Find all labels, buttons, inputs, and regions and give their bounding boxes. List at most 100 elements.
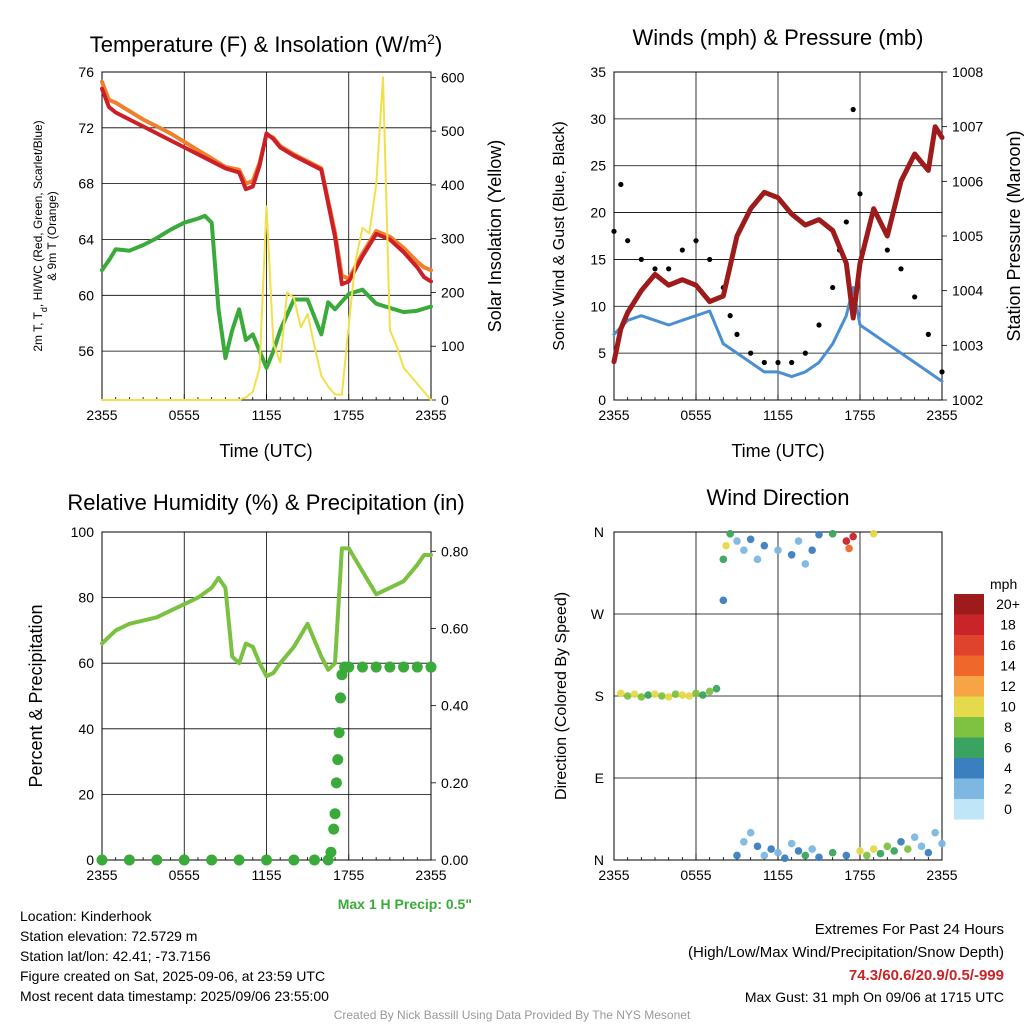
temp-ytick-right-label: 100 (441, 338, 465, 354)
wdir-point (883, 842, 892, 851)
wdir-point (787, 839, 796, 848)
wdir-point (876, 849, 885, 858)
winds-xlabel: Time (UTC) (731, 441, 824, 461)
winds-panel: Winds (mph) & Pressure (mb) 2355 0555 1155… (551, 25, 1024, 461)
winds-ytick-label: 0 (598, 392, 606, 408)
temp-ylabel-right: Solar Insolation (Yellow) (485, 140, 505, 332)
wdir-point (801, 851, 810, 860)
gust-point (884, 247, 890, 253)
temp-series (100, 76, 433, 401)
winds-xtick-label: 2355 (926, 407, 957, 423)
rh-series (96, 546, 437, 866)
winds-grid (613, 71, 943, 401)
rh-xtick-label: 1755 (333, 867, 364, 883)
temp-ytick-label: 76 (78, 64, 94, 80)
colorbar-title: mph (990, 576, 1017, 592)
winds-series-line (612, 286, 944, 383)
figure-created: Figure created on Sat, 2025-09-06, at 23… (20, 968, 326, 984)
rh-axes: 2355 0555 1155 1755 23550204060801000.000.20… (71, 524, 469, 883)
rh-series-line (100, 546, 433, 679)
wdir-point (740, 546, 748, 555)
gust-point (816, 322, 822, 328)
wdir-point (842, 537, 851, 545)
wdir-xtick-label: 0555 (680, 867, 711, 883)
wdir-point (746, 828, 755, 837)
gust-point (843, 219, 849, 225)
wdir-point (815, 530, 823, 539)
wdir-point (910, 833, 919, 842)
winds-ytick-label: 30 (590, 111, 606, 127)
winds-xtick-label: 0555 (680, 407, 711, 423)
wdir-point (794, 847, 803, 855)
rh-ytick-label: 100 (71, 524, 95, 540)
winds-ytick-right-label: 1005 (952, 228, 983, 244)
colorbar-swatch (954, 758, 984, 779)
wdir-ytick-label: N (594, 852, 604, 868)
temp-ytick-right-label: 600 (441, 69, 465, 85)
precip-point (356, 661, 368, 673)
colorbar-label: 20+ (996, 596, 1020, 612)
rh-ytick-label: 60 (78, 655, 94, 671)
wdir-point (644, 691, 652, 699)
wdir-point (658, 692, 666, 700)
temp-series-line (101, 76, 432, 401)
precip-point (384, 661, 396, 673)
extremes-subtitle: (High/Low/Max Wind/Precipitation/Snow De… (688, 944, 1004, 961)
wdir-point (692, 689, 700, 698)
credit-line: Created By Nick Bassill Using Data Provi… (334, 1008, 691, 1022)
precip-point (333, 727, 345, 739)
temp-series-line (100, 213, 433, 370)
colorbar-label: 12 (1000, 678, 1016, 694)
temp-xlabel: Time (UTC) (219, 441, 312, 461)
wdir-point (774, 546, 782, 555)
wdir-point (828, 848, 837, 857)
colorbar-swatch (954, 614, 984, 635)
rh-xtick-label: 2355 (86, 867, 117, 883)
rh-ytick-label: 40 (78, 721, 94, 737)
temp-ytick-label: 68 (78, 176, 94, 192)
wdir-point (815, 853, 823, 862)
winds-ytick-right-label: 1006 (952, 173, 983, 189)
temp-axes: 2355 0555 1155 1755 2355 56 60 64 68 72 76 0 100 200 3… (78, 64, 464, 423)
gust-point (625, 238, 631, 244)
extremes-title: Extremes For Past 24 Hours (815, 921, 1004, 938)
precip-point (151, 854, 163, 866)
wdir-point (904, 845, 912, 853)
winds-ytick-right-label: 1002 (952, 392, 983, 408)
rh-ytick-right-label: 0.60 (441, 620, 468, 636)
gust-point (802, 350, 808, 356)
wdir-point (938, 839, 946, 848)
precip-point (370, 661, 382, 673)
extremes-block: Extremes For Past 24 Hours (High/Low/Max… (688, 921, 1004, 1005)
wdir-point (787, 550, 796, 559)
winds-ylabel-left: Sonic Wind & Gust (Blue, Black) (551, 121, 568, 350)
wdir-point (651, 690, 659, 698)
wdir-point (685, 692, 693, 700)
temp-ytick-right-label: 500 (441, 123, 465, 139)
wdir-ytick-label: N (594, 524, 604, 540)
wdir-point (794, 537, 803, 545)
max-gust: Max Gust: 31 mph On 09/06 at 1715 UTC (745, 989, 1004, 1005)
gust-point (912, 294, 918, 300)
rh-xtick-label: 0555 (169, 867, 200, 883)
temperature-panel: Temperature (F) & Insolation (W/m2) 2355… (31, 31, 505, 461)
winds-xtick-label: 1755 (844, 407, 875, 423)
rh-ytick-right-label: 0.00 (441, 852, 468, 868)
temp-xtick-label: 2355 (415, 407, 446, 423)
wdir-point (774, 848, 782, 857)
extremes-values: 74.3/60.6/20.9/0.5/-999 (849, 967, 1004, 984)
temp-ytick-label: 60 (78, 287, 94, 303)
wdir-point (808, 845, 816, 853)
precip-point (328, 823, 340, 835)
temp-series-line (100, 86, 433, 287)
colorbar-label: 6 (1004, 740, 1012, 756)
wdir-point (678, 691, 687, 699)
wdir-xtick-label: 2355 (598, 867, 629, 883)
wdir-point (726, 530, 734, 538)
wdir-point (722, 541, 730, 550)
wdir-point (630, 690, 639, 698)
wdir-point (637, 693, 646, 701)
wdir-xtick-label: 1155 (763, 867, 793, 883)
wdir-ytick-label: E (595, 770, 604, 786)
